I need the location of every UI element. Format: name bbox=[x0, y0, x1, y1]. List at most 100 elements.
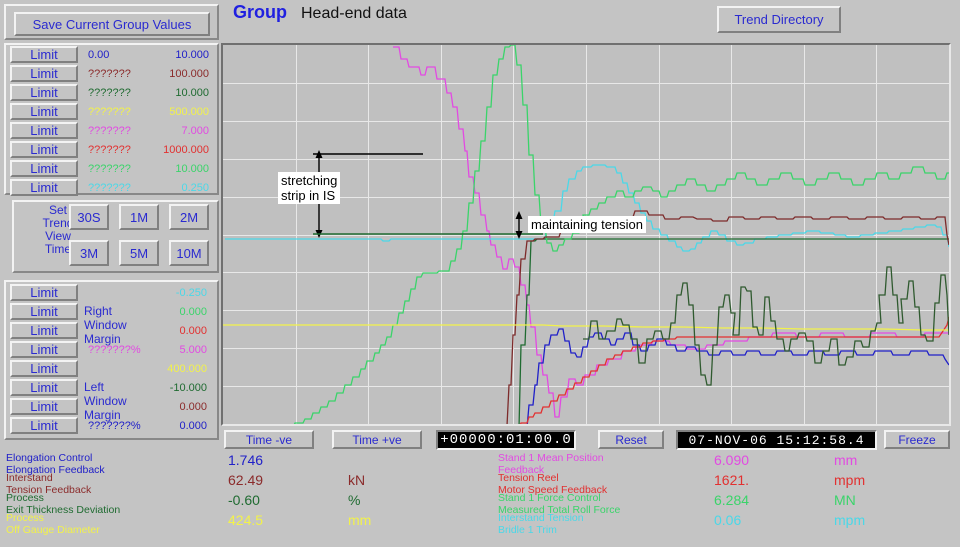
set-trend-view-time-label: Set Trend View Time bbox=[42, 203, 74, 256]
chart-series bbox=[506, 210, 949, 424]
limit-row: Limit 400.000 bbox=[10, 359, 213, 378]
limit-button[interactable]: Limit bbox=[10, 303, 78, 320]
legend-value: 6.090 bbox=[714, 452, 750, 468]
time-negative-button[interactable]: Time -ve bbox=[224, 430, 314, 449]
limit-button[interactable]: Limit bbox=[10, 284, 78, 301]
reset-button[interactable]: Reset bbox=[598, 430, 664, 449]
chart-annotation-arrows bbox=[313, 150, 543, 239]
limit-row: Limit??????? 0.250 bbox=[10, 178, 213, 197]
limit-button[interactable]: Limit bbox=[10, 160, 78, 177]
limit-value: 0.000 bbox=[179, 305, 207, 318]
trend-time-button-30s[interactable]: 30S bbox=[69, 204, 109, 230]
page-title-area: Group Head-end data bbox=[233, 2, 407, 23]
limit-value: 400.000 bbox=[167, 362, 207, 375]
limit-value: 10.000 bbox=[175, 48, 209, 61]
trend-time-button-3m[interactable]: 3M bbox=[69, 240, 109, 266]
limit-button[interactable]: Limit bbox=[10, 46, 78, 63]
limit-name: ??????? bbox=[88, 86, 131, 99]
legend-unit: % bbox=[348, 492, 361, 508]
trend-directory-button[interactable]: Trend Directory bbox=[717, 6, 841, 33]
limit-row: Limit 0.000 bbox=[10, 321, 213, 340]
clock-display: 07-NOV-06 15:12:58.4 bbox=[676, 430, 877, 450]
limit-value: 0.250 bbox=[181, 181, 209, 194]
legend-label: Elongation Control Elongation Feedback bbox=[6, 452, 105, 476]
limit-button[interactable]: Limit bbox=[10, 360, 78, 377]
limit-button[interactable]: Limit bbox=[10, 65, 78, 82]
legend-value: 6.284 bbox=[714, 492, 750, 508]
annotation-stretching-strip: stretching strip in IS bbox=[278, 172, 341, 204]
limit-name: ??????? bbox=[88, 67, 131, 80]
legend-unit: MN bbox=[834, 492, 856, 508]
right-window-margin-label: Right Window Margin bbox=[84, 304, 127, 346]
page-title: Head-end data bbox=[301, 5, 407, 22]
group-label: Group bbox=[233, 2, 287, 22]
limit-button[interactable]: Limit bbox=[10, 379, 78, 396]
limit-row: Limit???????% 0.000 bbox=[10, 416, 213, 435]
limit-value: 10.000 bbox=[175, 162, 209, 175]
legend-value: -0.60 bbox=[228, 492, 260, 508]
legend-value: 0.06 bbox=[714, 512, 742, 528]
limit-name: ??????? bbox=[88, 105, 131, 118]
chart-series bbox=[223, 324, 949, 331]
limit-value: 10.000 bbox=[175, 86, 209, 99]
time-positive-button[interactable]: Time +ve bbox=[332, 430, 422, 449]
limit-name: ???????% bbox=[88, 343, 141, 356]
limit-button[interactable]: Limit bbox=[10, 141, 78, 158]
chart-series bbox=[293, 45, 949, 424]
legend-label: Process Exit Thickness Deviation bbox=[6, 492, 121, 516]
legend-label: Interstand Tension Feedback bbox=[6, 472, 92, 496]
limit-value: -0.250 bbox=[175, 286, 207, 299]
legend-value: 1621. bbox=[714, 472, 750, 488]
legend-area: Elongation Control Elongation Feedback 1.7… bbox=[0, 452, 960, 547]
trend-chart[interactable]: stretching strip in IS maintaining tensio… bbox=[221, 43, 951, 426]
limit-row: Limit??????? 500.000 bbox=[10, 102, 213, 121]
legend-unit: mpm bbox=[834, 472, 866, 488]
save-panel: Save Current Group Values bbox=[4, 4, 219, 40]
annotation-maintaining-tension: maintaining tension bbox=[528, 216, 647, 233]
legend-label: Process Off Gauge Diameter bbox=[6, 512, 100, 536]
limit-value: 100.000 bbox=[169, 67, 209, 80]
save-current-group-values-button[interactable]: Save Current Group Values bbox=[14, 12, 210, 36]
chart-series bbox=[519, 316, 949, 424]
limit-name: ??????? bbox=[88, 162, 131, 175]
legend-label: Interstand Tension Bridle 1 Trim bbox=[498, 512, 584, 536]
limit-button[interactable]: Limit bbox=[10, 179, 78, 196]
limit-button[interactable]: Limit bbox=[10, 417, 78, 434]
chart-plot-area bbox=[223, 45, 949, 424]
limit-row: Limit -0.250 bbox=[10, 283, 213, 302]
limit-row: Limit??????? 10.000 bbox=[10, 83, 213, 102]
trend-time-button-10m[interactable]: 10M bbox=[169, 240, 209, 266]
limit-button[interactable]: Limit bbox=[10, 84, 78, 101]
legend-unit: mm bbox=[348, 512, 372, 528]
limit-value: 1000.000 bbox=[163, 143, 209, 156]
chart-series bbox=[393, 46, 949, 418]
legend-value: 1.746 bbox=[228, 452, 264, 468]
limit-button[interactable]: Limit bbox=[10, 122, 78, 139]
limit-row: Limit 0.000 bbox=[10, 397, 213, 416]
trend-time-button-5m[interactable]: 5M bbox=[119, 240, 159, 266]
limit-name: 0.00 bbox=[88, 48, 110, 61]
freeze-button[interactable]: Freeze bbox=[884, 430, 950, 449]
chart-series bbox=[583, 266, 949, 386]
limit-button[interactable]: Limit bbox=[10, 322, 78, 339]
chart-series bbox=[518, 238, 949, 424]
limit-button[interactable]: Limit bbox=[10, 103, 78, 120]
limit-name: ??????? bbox=[88, 124, 131, 137]
limit-name: ??????? bbox=[88, 181, 131, 194]
elapsed-timer-display: +00000:01:00.0 bbox=[436, 430, 576, 450]
limit-name: ??????? bbox=[88, 143, 131, 156]
limit-name: ???????% bbox=[88, 419, 141, 432]
limit-value: 0.000 bbox=[179, 324, 207, 337]
limit-button[interactable]: Limit bbox=[10, 398, 78, 415]
chart-gridlines bbox=[223, 45, 949, 424]
limit-value: 500.000 bbox=[169, 105, 209, 118]
trend-time-button-1m[interactable]: 1M bbox=[119, 204, 159, 230]
limit-row: Limit -10.000 bbox=[10, 378, 213, 397]
limit-button[interactable]: Limit bbox=[10, 341, 78, 358]
trend-time-button-2m[interactable]: 2M bbox=[169, 204, 209, 230]
left-window-margin-label: Left Window Margin bbox=[84, 380, 127, 422]
legend-value: 62.49 bbox=[228, 472, 264, 488]
legend-label: Tension Reel Motor Speed Feedback bbox=[498, 472, 608, 496]
limit-value: 5.000 bbox=[179, 343, 207, 356]
limit-value: 7.000 bbox=[181, 124, 209, 137]
